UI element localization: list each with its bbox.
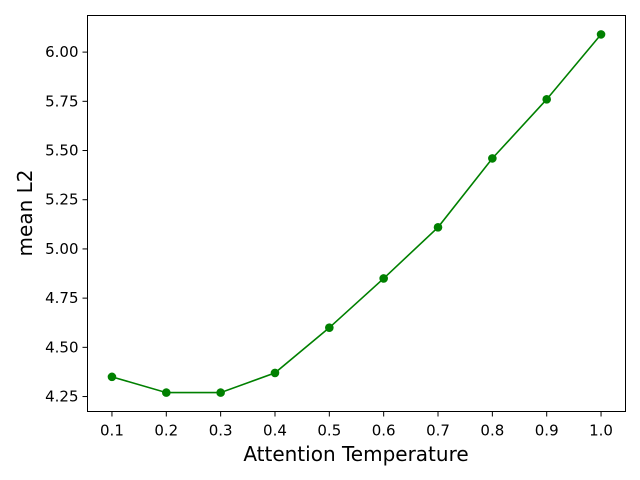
y-tick-label: 5.00 bbox=[45, 240, 78, 258]
x-axis-label: Attention Temperature bbox=[243, 442, 468, 466]
data-point bbox=[542, 95, 552, 104]
x-tick-label: 0.1 bbox=[100, 422, 124, 440]
x-axis-ticks: 0.1 0.2 0.3 0.4 0.5 0.6 0.7 0.8 0.9 1.0 bbox=[100, 411, 613, 440]
series-layer bbox=[107, 30, 606, 397]
y-tick-label: 4.50 bbox=[45, 338, 78, 356]
y-tick-label: 6.00 bbox=[45, 43, 78, 61]
data-point bbox=[270, 368, 280, 378]
x-tick-label: 0.2 bbox=[154, 422, 178, 440]
y-tick-label: 4.75 bbox=[45, 289, 78, 307]
data-point bbox=[379, 274, 388, 283]
x-tick-label: 0.8 bbox=[480, 422, 504, 440]
x-tick-label: 0.5 bbox=[317, 422, 341, 440]
y-axis-ticks: 4.25 4.50 4.75 5.00 5.25 5.50 5.75 6.00 bbox=[45, 43, 88, 406]
x-tick-label: 0.6 bbox=[372, 422, 396, 440]
data-point bbox=[325, 323, 334, 332]
x-tick-label: 0.7 bbox=[426, 422, 450, 440]
y-tick-label: 5.25 bbox=[45, 191, 78, 209]
x-tick-label: 1.0 bbox=[589, 422, 613, 440]
series-line bbox=[111, 33, 602, 394]
x-tick-label: 0.3 bbox=[209, 422, 233, 440]
data-point bbox=[596, 30, 606, 39]
data-point bbox=[433, 222, 443, 232]
x-tick-label: 0.4 bbox=[263, 422, 287, 440]
y-axis-label: mean L2 bbox=[13, 170, 37, 257]
plot-area-frame bbox=[87, 15, 626, 412]
y-tick-label: 5.75 bbox=[45, 92, 78, 110]
x-tick-label: 0.9 bbox=[535, 422, 559, 440]
data-point bbox=[488, 154, 497, 163]
y-tick-label: 4.25 bbox=[45, 388, 78, 406]
data-point bbox=[216, 388, 225, 397]
data-point bbox=[161, 388, 171, 397]
y-tick-label: 5.50 bbox=[45, 142, 78, 160]
data-point bbox=[107, 372, 117, 382]
